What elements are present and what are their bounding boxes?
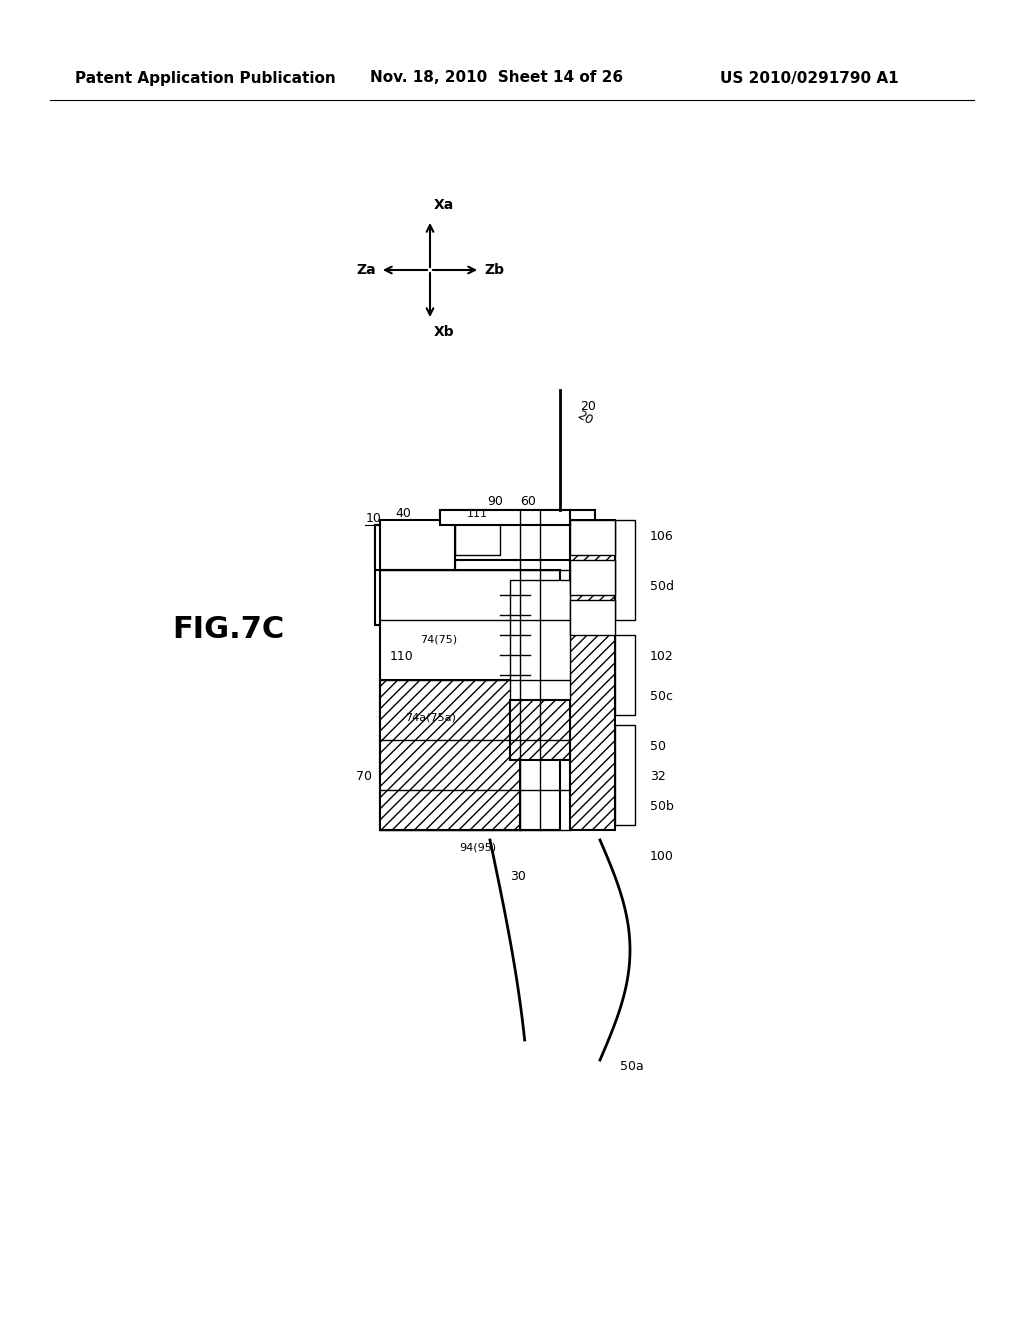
Text: Xb: Xb: [434, 325, 455, 339]
Text: 111: 111: [467, 510, 488, 519]
Text: 94(95): 94(95): [460, 842, 497, 851]
Text: 50: 50: [650, 741, 666, 752]
Text: 100: 100: [650, 850, 674, 863]
Bar: [510, 579, 570, 700]
Text: 50c: 50c: [650, 690, 673, 704]
Bar: [440, 510, 595, 560]
Bar: [570, 520, 615, 830]
Bar: [615, 635, 635, 715]
Text: 20: 20: [580, 400, 596, 413]
Bar: [570, 601, 615, 635]
Bar: [510, 700, 570, 760]
Bar: [375, 525, 455, 570]
Text: Nov. 18, 2010  Sheet 14 of 26: Nov. 18, 2010 Sheet 14 of 26: [370, 70, 624, 86]
Bar: [375, 525, 455, 624]
Text: Patent Application Publication: Patent Application Publication: [75, 70, 336, 86]
Bar: [380, 520, 455, 570]
Bar: [615, 725, 635, 825]
Text: 70: 70: [356, 770, 372, 783]
Text: 32: 32: [650, 770, 666, 783]
Text: 40: 40: [395, 507, 411, 520]
Text: Zb: Zb: [484, 263, 504, 277]
Bar: [440, 510, 570, 525]
Text: FIG.7C: FIG.7C: [172, 615, 285, 644]
Text: 60: 60: [520, 495, 536, 508]
Text: 30: 30: [510, 870, 526, 883]
Text: US 2010/0291790 A1: US 2010/0291790 A1: [720, 70, 899, 86]
Bar: [380, 680, 520, 830]
Text: 50d: 50d: [650, 579, 674, 593]
Text: 20: 20: [575, 409, 595, 428]
Text: 50a: 50a: [620, 1060, 644, 1073]
Text: 74(75): 74(75): [420, 635, 457, 645]
Bar: [455, 520, 500, 554]
Bar: [615, 520, 635, 620]
Text: 110: 110: [390, 649, 414, 663]
Text: Za: Za: [356, 263, 376, 277]
Text: 50b: 50b: [650, 800, 674, 813]
Bar: [570, 520, 615, 554]
Text: 74a(75a): 74a(75a): [406, 711, 456, 722]
Bar: [380, 570, 560, 830]
Text: 90: 90: [487, 495, 503, 508]
Bar: [570, 560, 615, 595]
Text: Xa: Xa: [434, 198, 455, 213]
Text: 106: 106: [650, 531, 674, 543]
Text: 102: 102: [650, 649, 674, 663]
Text: 10: 10: [367, 512, 382, 525]
